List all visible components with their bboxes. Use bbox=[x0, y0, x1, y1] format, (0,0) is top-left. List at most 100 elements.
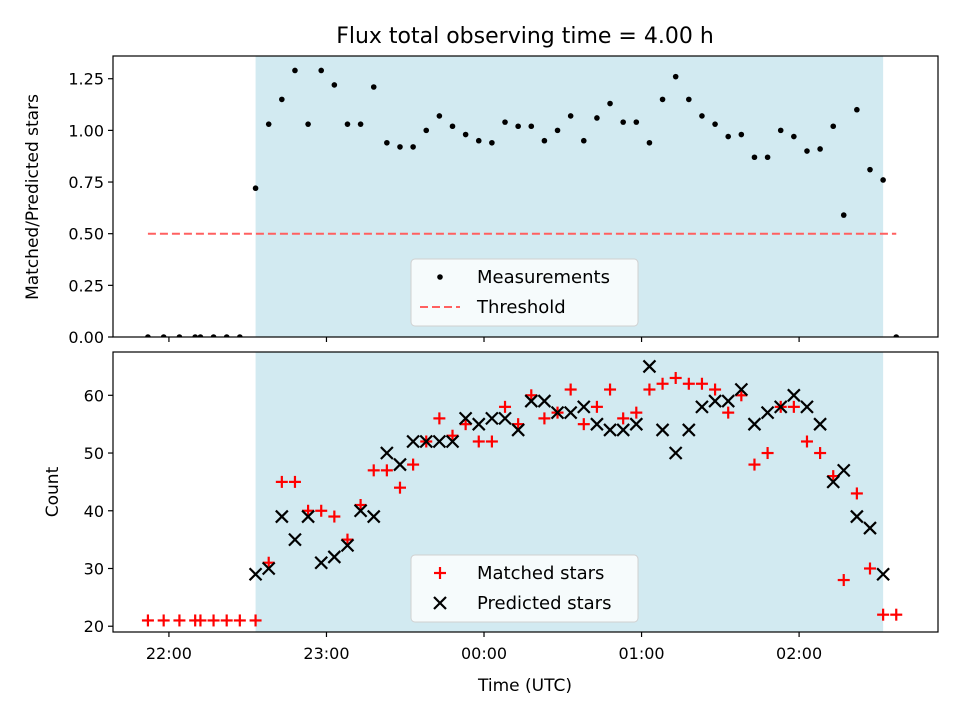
matched-stars-point bbox=[735, 389, 748, 402]
predicted-stars-point bbox=[836, 463, 851, 478]
measurement-point bbox=[357, 121, 364, 127]
measurement-point bbox=[252, 185, 259, 192]
predicted-stars-point bbox=[787, 388, 801, 403]
matched-stars-point bbox=[590, 400, 603, 413]
measurement-point bbox=[791, 133, 797, 140]
matched-stars-point bbox=[141, 614, 154, 627]
matched-stars-point bbox=[459, 418, 472, 431]
predicted-stars-point bbox=[668, 446, 683, 460]
count-marks bbox=[141, 359, 903, 627]
predicted-stars-point bbox=[747, 417, 762, 431]
matched-stars-point bbox=[761, 447, 774, 460]
y-tick-label: 0.00 bbox=[68, 328, 104, 347]
measurement-point bbox=[686, 96, 692, 103]
y-tick-label: 1.00 bbox=[68, 121, 104, 140]
matched-stars-point bbox=[800, 435, 813, 448]
predicted-stars-point bbox=[655, 423, 670, 437]
predicted-stars-point bbox=[275, 509, 289, 524]
measurement-point bbox=[580, 137, 587, 144]
matched-stars-point bbox=[722, 406, 735, 419]
y-tick-label: 0.75 bbox=[68, 173, 104, 192]
matched-stars-point bbox=[262, 556, 275, 569]
measurement-point bbox=[370, 84, 377, 90]
count-y-ticks: 20 30 40 50 60 bbox=[84, 386, 113, 636]
matched-stars-point bbox=[643, 383, 656, 396]
matched-stars-point bbox=[249, 614, 262, 627]
matched-stars-point bbox=[564, 383, 577, 396]
measurement-point bbox=[854, 106, 860, 113]
measurement-point bbox=[160, 334, 167, 337]
predicted-stars-point bbox=[826, 475, 841, 489]
matched-stars-point bbox=[157, 614, 170, 627]
measurement-point bbox=[318, 67, 325, 74]
matched-stars-point bbox=[341, 533, 354, 546]
measurement-point bbox=[176, 334, 183, 337]
predicted-stars-point bbox=[629, 417, 644, 431]
predicted-stars-point bbox=[550, 405, 565, 420]
measurement-point bbox=[223, 334, 230, 337]
matched-stars-point bbox=[837, 574, 850, 587]
matched-stars-point bbox=[538, 412, 551, 425]
predicted-legend-marker bbox=[433, 596, 447, 610]
predicted-stars-point bbox=[760, 405, 775, 420]
measurement-point bbox=[489, 139, 495, 146]
predicted-stars-point bbox=[537, 394, 552, 408]
measurement-point bbox=[423, 127, 430, 134]
measurement-point bbox=[738, 131, 745, 138]
matched-stars-point bbox=[194, 614, 207, 627]
predicted-stars-point bbox=[800, 400, 814, 414]
count-y-axis-label: Count bbox=[43, 466, 63, 517]
measurement-point bbox=[305, 121, 311, 127]
predicted-stars-point bbox=[498, 411, 512, 426]
predicted-stars-point bbox=[406, 434, 420, 449]
count-legend: Matched stars Predicted stars bbox=[410, 554, 639, 623]
measurements-legend-label: Measurements bbox=[477, 267, 610, 288]
y-tick-label: 1.25 bbox=[68, 70, 104, 89]
measurement-point bbox=[659, 96, 666, 103]
count-panel: 20 30 40 50 60 22:00 23:00 00:00 01:00 02:00 Cou… bbox=[43, 351, 939, 696]
measurement-point bbox=[633, 119, 640, 125]
predicted-stars-point bbox=[511, 423, 525, 437]
measurement-point bbox=[292, 67, 298, 74]
y-tick-label: 40 bbox=[84, 502, 104, 521]
measurement-point bbox=[210, 334, 217, 337]
matched-stars-point bbox=[173, 614, 186, 627]
predicted-stars-point bbox=[616, 423, 630, 437]
measurements-legend-marker bbox=[437, 274, 443, 280]
measurement-point bbox=[804, 148, 810, 154]
measurement-point bbox=[880, 177, 886, 183]
predicted-stars-point bbox=[248, 567, 263, 582]
ratio-x-ticks bbox=[168, 337, 800, 342]
ratio-panel: 0.00 0.25 0.50 0.75 1.00 1.25 Matched/Predict… bbox=[23, 55, 939, 347]
predicted-stars-point bbox=[366, 509, 381, 524]
ratio-axes-frame bbox=[112, 55, 939, 338]
predicted-stars-point bbox=[524, 394, 539, 408]
predicted-stars-point bbox=[577, 400, 591, 414]
matched-stars-point bbox=[656, 377, 669, 390]
measurement-point bbox=[475, 137, 482, 144]
matched-stars-point bbox=[577, 418, 590, 431]
y-tick-label: 30 bbox=[84, 559, 104, 578]
matched-stars-point bbox=[863, 562, 876, 575]
matched-stars-point bbox=[367, 464, 380, 477]
predicted-stars-point bbox=[301, 509, 315, 524]
matched-stars-point bbox=[446, 429, 459, 442]
matched-legend-label: Matched stars bbox=[477, 563, 604, 584]
measurement-point bbox=[725, 133, 732, 140]
predicted-stars-point bbox=[695, 400, 709, 414]
measurement-point bbox=[699, 113, 705, 119]
x-axis-label: Time (UTC) bbox=[477, 676, 572, 696]
predicted-stars-point bbox=[288, 532, 302, 547]
ratio-marks bbox=[145, 67, 900, 337]
predicted-stars-point bbox=[327, 550, 342, 564]
predicted-stars-point bbox=[419, 434, 434, 449]
measurement-point bbox=[594, 115, 600, 121]
threshold-legend-label: Threshold bbox=[476, 297, 566, 318]
measurement-point bbox=[817, 146, 823, 152]
measurement-point bbox=[436, 113, 443, 119]
matched-stars-point bbox=[748, 458, 761, 471]
y-tick-label: 0.50 bbox=[68, 225, 104, 244]
ratio-legend: Measurements Threshold bbox=[410, 258, 639, 327]
measurement-point bbox=[515, 123, 521, 130]
